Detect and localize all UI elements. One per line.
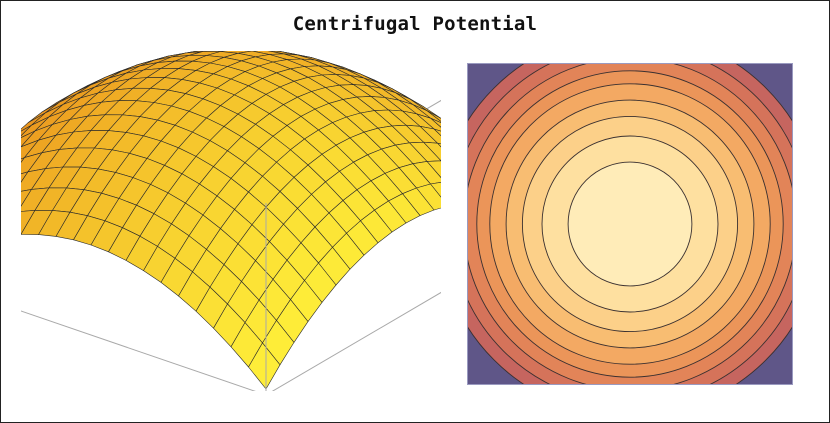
figure-title: Centrifugal Potential <box>292 13 538 35</box>
contour-rings <box>467 63 793 385</box>
box-edge <box>21 310 256 391</box>
bounding-box-front <box>21 203 441 391</box>
contour-ring <box>567 161 693 287</box>
surface-mesh <box>21 51 441 390</box>
surface-plot-3d <box>21 51 441 391</box>
box-edge <box>271 291 441 391</box>
contour-frame <box>467 63 793 385</box>
contour-plot <box>467 63 793 385</box>
